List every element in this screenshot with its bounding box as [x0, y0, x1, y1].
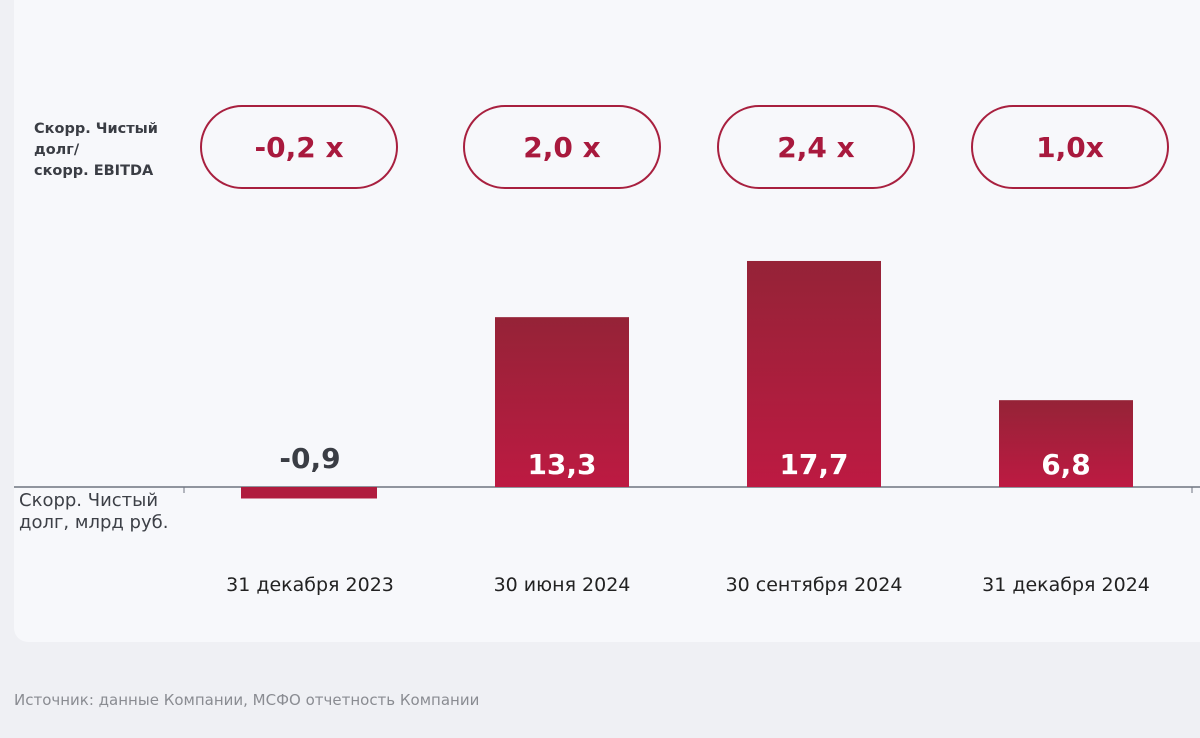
bar — [747, 260, 881, 487]
ratio-pill: 2,0 x — [463, 105, 661, 189]
y-axis-label: Скорр. Чистый долг, млрд руб. — [19, 490, 169, 533]
x-tick-label: 30 сентября 2024 — [725, 574, 903, 596]
data-label: 13,3 — [527, 448, 596, 481]
x-tick-label: 31 декабря 2024 — [982, 574, 1150, 596]
data-label: -0,9 — [279, 442, 340, 475]
data-label: 6,8 — [1041, 448, 1091, 481]
ratio-row-label: Скорр. Чистый долг/ скорр. EBITDA — [34, 121, 158, 179]
ratio-pill: 2,4 x — [717, 105, 915, 189]
ratio-pill: 1,0x — [971, 105, 1169, 189]
bar — [495, 317, 629, 487]
source-note: Источник: данные Компании, МСФО отчетнос… — [14, 691, 480, 709]
x-tick-label: 30 июня 2024 — [493, 574, 631, 596]
data-label: 17,7 — [779, 448, 848, 481]
x-tick-label: 31 декабря 2023 — [226, 574, 394, 596]
bar — [241, 487, 377, 499]
ratio-pill: -0,2 x — [200, 105, 398, 189]
bar — [999, 400, 1133, 487]
